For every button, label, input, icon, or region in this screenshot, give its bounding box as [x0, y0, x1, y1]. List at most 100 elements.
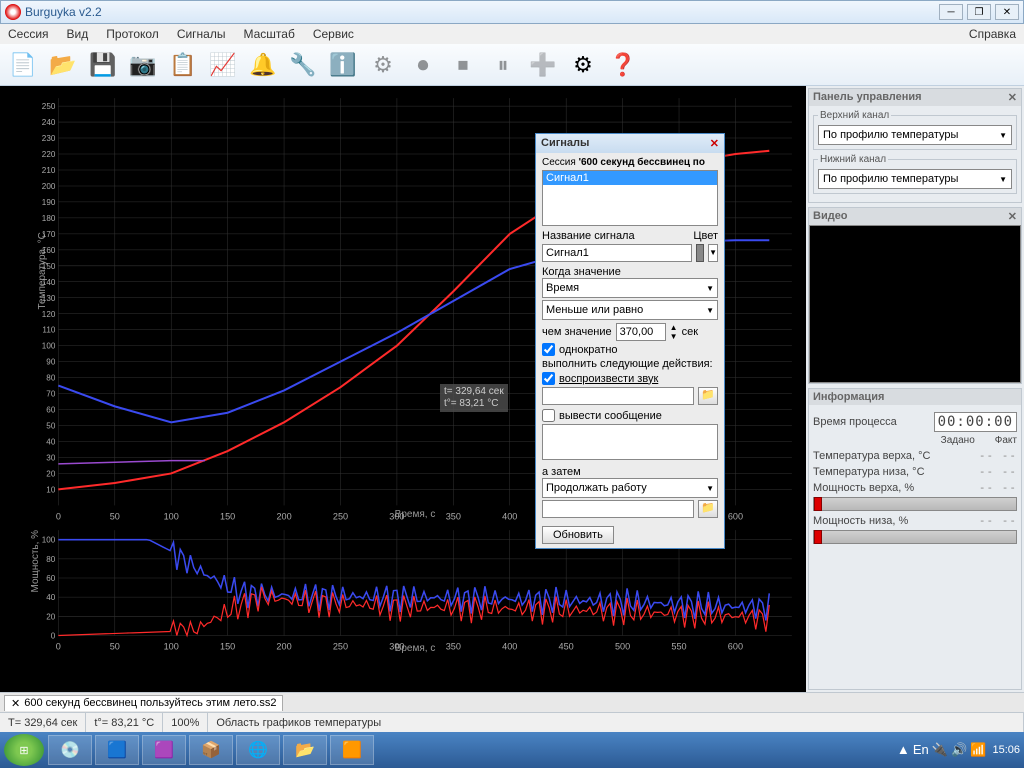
browse-icon[interactable]: 📁 [698, 500, 718, 518]
tab-close-icon[interactable]: ✕ [11, 697, 20, 710]
svg-text:500: 500 [615, 642, 630, 652]
svg-text:130: 130 [42, 294, 56, 303]
menu-view[interactable]: Вид [67, 27, 89, 41]
control-panel: Панель управления✕ Верхний канал По проф… [808, 88, 1022, 203]
browse-icon[interactable]: 📁 [698, 387, 718, 405]
minimize-button[interactable]: ─ [939, 4, 963, 20]
chart-xlabel: Время, с [395, 643, 436, 654]
svg-text:0: 0 [56, 512, 61, 522]
when-label: Когда значение [542, 266, 718, 278]
svg-text:30: 30 [46, 454, 56, 463]
toolbar-button-12: ⏸ [484, 46, 522, 84]
svg-text:200: 200 [276, 512, 291, 522]
svg-text:200: 200 [276, 642, 291, 652]
msg-textarea[interactable] [542, 424, 718, 460]
dialog-close-icon[interactable]: ✕ [710, 137, 719, 150]
menu-signals[interactable]: Сигналы [177, 27, 226, 41]
once-checkbox[interactable] [542, 343, 555, 356]
menubar: Сессия Вид Протокол Сигналы Масштаб Серв… [0, 24, 1024, 44]
close-button[interactable]: ✕ [995, 4, 1019, 20]
svg-text:90: 90 [46, 358, 56, 367]
power-top-bar[interactable] [813, 497, 1017, 511]
then-combo[interactable]: Продолжать работу▼ [542, 478, 718, 498]
svg-text:50: 50 [110, 512, 120, 522]
svg-text:100: 100 [164, 642, 179, 652]
chart-xlabel: Время, с [395, 509, 436, 520]
toolbar-button-4[interactable]: 📋 [164, 46, 202, 84]
info-row-label: Мощность верха, % [813, 482, 914, 494]
signals-list[interactable]: Сигнал1 [542, 170, 718, 226]
taskbar-app-6[interactable]: 🟧 [330, 735, 374, 765]
menu-service[interactable]: Сервис [313, 27, 354, 41]
power-bot-bar[interactable] [813, 530, 1017, 544]
side-panel: Панель управления✕ Верхний канал По проф… [806, 86, 1024, 692]
param-combo[interactable]: Время▼ [542, 278, 718, 298]
toolbar-button-6[interactable]: 🔔 [244, 46, 282, 84]
start-button[interactable]: ⊞ [4, 734, 44, 766]
app-icon [5, 4, 21, 20]
taskbar-app-5[interactable]: 📂 [283, 735, 327, 765]
svg-text:450: 450 [559, 642, 574, 652]
toolbar-button-0[interactable]: 📄 [4, 46, 42, 84]
panel-title: Информация [813, 391, 884, 403]
info-value: -- -- [979, 449, 1017, 462]
signal-name-input[interactable] [542, 244, 692, 262]
sound-file-input[interactable] [542, 387, 694, 405]
svg-text:40: 40 [46, 438, 56, 447]
status-time: T= 329,64 сек [0, 713, 86, 732]
menu-session[interactable]: Сессия [8, 27, 49, 41]
sound-checkbox[interactable] [542, 372, 555, 385]
svg-text:150: 150 [220, 642, 235, 652]
then-file-input[interactable] [542, 500, 694, 518]
tab-bar: ✕600 секунд бессвинец пользуйтесь этим л… [0, 692, 1024, 712]
svg-text:150: 150 [220, 512, 235, 522]
toolbar-button-2[interactable]: 💾 [84, 46, 122, 84]
session-tab[interactable]: ✕600 секунд бессвинец пользуйтесь этим л… [4, 695, 283, 711]
svg-text:400: 400 [502, 642, 517, 652]
taskbar-app-1[interactable]: 🟦 [95, 735, 139, 765]
svg-text:100: 100 [42, 342, 56, 351]
than-input[interactable] [616, 323, 666, 341]
actions-label: выполнить следующие действия: [542, 358, 718, 370]
toolbar-button-7[interactable]: 🔧 [284, 46, 322, 84]
svg-text:350: 350 [446, 512, 461, 522]
maximize-button[interactable]: ❐ [967, 4, 991, 20]
taskbar-app-3[interactable]: 📦 [189, 735, 233, 765]
upper-channel-combo[interactable]: По профилю температуры▼ [818, 125, 1012, 145]
taskbar-app-2[interactable]: 🟪 [142, 735, 186, 765]
svg-text:60: 60 [46, 574, 56, 583]
menu-help[interactable]: Справка [969, 27, 1016, 41]
info-value: -- -- [979, 514, 1017, 527]
svg-text:210: 210 [42, 166, 56, 175]
toolbar-button-15[interactable]: ❓ [604, 46, 642, 84]
toolbar-button-14[interactable]: ⚙ [564, 46, 602, 84]
lower-channel-combo[interactable]: По профилю температуры▼ [818, 169, 1012, 189]
signals-dialog: Сигналы✕ Сессия '600 секунд бессвинец по… [535, 133, 725, 549]
taskbar-app-4[interactable]: 🌐 [236, 735, 280, 765]
menu-scale[interactable]: Масштаб [244, 27, 295, 41]
svg-text:10: 10 [46, 485, 56, 494]
time-label: Время процесса [813, 416, 897, 428]
toolbar-button-5[interactable]: 📈 [204, 46, 242, 84]
once-label: однократно [559, 344, 618, 356]
svg-text:350: 350 [446, 642, 461, 652]
svg-text:60: 60 [46, 406, 56, 415]
menu-protocol[interactable]: Протокол [106, 27, 159, 41]
status-zoom: 100% [163, 713, 208, 732]
op-combo[interactable]: Меньше или равно▼ [542, 300, 718, 320]
panel-close-icon[interactable]: ✕ [1008, 210, 1017, 223]
toolbar-button-8[interactable]: ℹ️ [324, 46, 362, 84]
svg-text:600: 600 [728, 642, 743, 652]
msg-label: вывести сообщение [559, 410, 662, 422]
color-picker-button[interactable]: ▼ [708, 244, 718, 262]
taskbar-app-0[interactable]: 💿 [48, 735, 92, 765]
msg-checkbox[interactable] [542, 409, 555, 422]
svg-text:140: 140 [42, 278, 56, 287]
panel-close-icon[interactable]: ✕ [1008, 91, 1017, 104]
color-swatch[interactable] [696, 244, 704, 262]
toolbar-button-1[interactable]: 📂 [44, 46, 82, 84]
info-row-label: Мощность низа, % [813, 515, 908, 527]
update-button[interactable]: Обновить [542, 526, 614, 544]
toolbar-button-3[interactable]: 📷 [124, 46, 162, 84]
info-value: -- -- [979, 481, 1017, 494]
